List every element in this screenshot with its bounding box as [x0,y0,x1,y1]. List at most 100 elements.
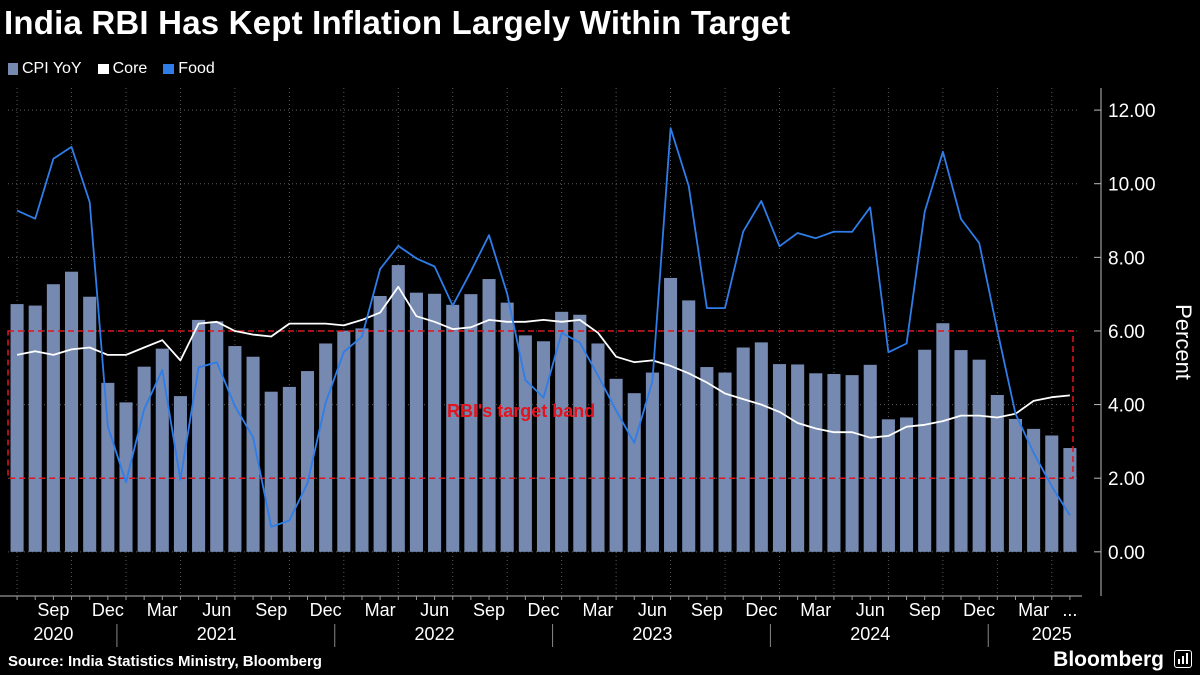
bloomberg-logo: Bloomberg [1053,648,1164,671]
x-month-label: Dec [527,600,559,620]
legend-label-core: Core [112,60,148,77]
y-tick-label: 0.00 [1108,543,1145,564]
cpi-bar [664,277,678,552]
cpi-bar [337,330,351,552]
cpi-bar [536,341,551,552]
x-month-label: Jun [638,600,667,620]
cpi-bar [972,359,986,552]
cpi-bar [228,346,242,552]
x-year-label: 2022 [415,624,455,644]
cpi-bar [1027,428,1041,552]
chart-legend: CPI YoY Core Food [8,60,215,78]
chart-title: India RBI Has Kept Inflation Largely Wit… [4,4,791,41]
cpi-bar [754,342,768,552]
cpi-bar [264,391,278,552]
cpi-bar [119,402,133,552]
chart-plot: RBI's target band 0.00 2.00 4.00 6.00 8.00 10.… [0,88,1196,647]
x-year-label: 2020 [33,624,73,644]
cpi-bar [736,347,750,552]
core-line [16,285,1070,439]
cpi-bar [627,393,641,552]
cpi-bar [591,343,605,552]
cpi-bar [936,323,950,552]
x-month-label: Jun [420,600,449,620]
cpi-bar [210,321,224,552]
cpi-bar [409,292,423,552]
cpi-bar [809,373,823,552]
cpi-bar [555,311,569,552]
x-month-label: ... [1062,600,1077,620]
legend-swatch-core [97,64,109,74]
cpi-bar [137,366,151,552]
cpi-bar [355,328,369,552]
cpi-bar [391,265,405,552]
cpi-bar [682,300,696,552]
cpi-bar [573,314,587,552]
x-month-label: Mar [1018,600,1049,620]
x-month-label: Mar [147,600,178,620]
y-tick-label: 10.00 [1108,175,1156,196]
cpi-bar [10,304,24,552]
cpi-bar [101,382,115,552]
x-month-label: Sep [473,600,505,620]
target-band-label: RBI's target band [447,401,595,421]
cpi-bar [46,284,60,552]
cpi-bar [1063,448,1077,552]
cpi-bar [1045,435,1059,552]
cpi-bar [155,348,169,552]
cpi-bar [645,372,659,552]
cpi-bar [881,419,895,552]
legend-swatch-food [163,64,175,74]
x-month-label: Mar [800,600,831,620]
y-tick-label: 8.00 [1108,248,1145,269]
cpi-bar [918,349,932,552]
cpi-bar [373,295,387,552]
x-month-label: Sep [909,600,941,620]
food-line [16,127,1071,528]
cpi-bar [446,304,460,552]
x-month-label: Jun [856,600,885,620]
legend-label-food: Food [178,60,215,77]
cpi-bar [464,294,478,552]
legend-item-cpi: CPI YoY [8,60,82,78]
legend-item-core: Core [97,60,148,78]
target-band [7,330,1074,479]
y-tick-label: 4.00 [1108,396,1145,417]
cpi-bar [845,375,859,552]
x-year-label: 2023 [632,624,672,644]
cpi-bar [192,319,206,552]
legend-swatch-cpi [8,63,18,75]
y-axis-title: Percent [1171,304,1196,380]
x-month-label: Mar [365,600,396,620]
cpi-bar [954,350,968,552]
x-month-label: Sep [691,600,723,620]
x-month-label: Dec [92,600,124,620]
cpi-bar [609,378,623,552]
legend-item-food: Food [163,60,215,78]
source-note: Source: India Statistics Ministry, Bloom… [8,653,322,670]
cpi-bar [64,271,79,552]
x-month-label: Dec [745,600,777,620]
bloomberg-badge-icon [1174,650,1192,668]
cpi-bar [282,386,296,552]
legend-label-cpi: CPI YoY [22,60,82,77]
cpi-bar [718,372,732,552]
cpi-bar [1008,418,1023,552]
x-month-label: Sep [37,600,69,620]
cpi-bar [428,293,442,552]
cpi-bar [700,367,714,552]
x-year-label: 2024 [850,624,890,644]
x-month-label: Jun [202,600,231,620]
cpi-bar [791,364,805,552]
x-year-label: 2021 [197,624,237,644]
cpi-bar [900,417,914,552]
cpi-bar [990,395,1004,552]
y-tick-label: 2.00 [1108,469,1145,490]
cpi-bar [246,356,260,552]
cpi-bar [772,364,787,552]
y-tick-label: 12.00 [1108,101,1156,122]
cpi-bar [83,296,97,552]
cpi-bar [319,343,333,552]
x-year-label: 2025 [1032,624,1072,644]
x-month-label: Dec [963,600,995,620]
